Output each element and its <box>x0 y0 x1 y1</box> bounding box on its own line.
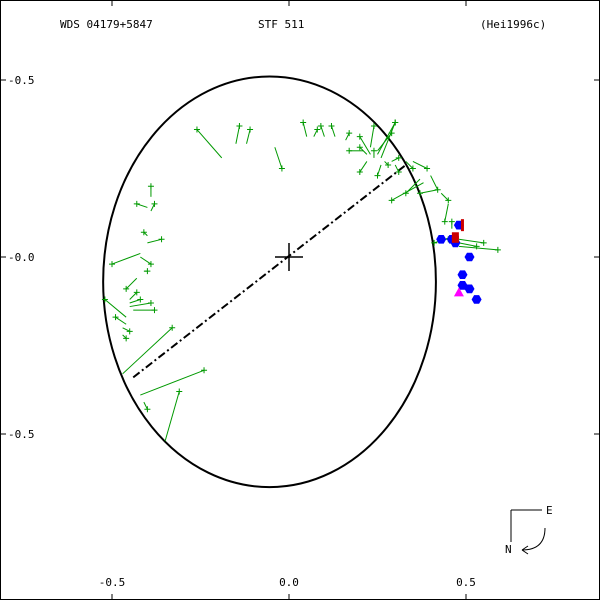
y-tick-label: -0.5 <box>8 428 35 441</box>
wds-id-label: WDS 04179+5847 <box>60 18 153 31</box>
occultation-point <box>461 219 464 231</box>
interferometric-point <box>452 236 459 243</box>
y-tick-label: -0.5 <box>8 74 35 87</box>
discoverer-label: STF 511 <box>258 18 304 31</box>
compass-north-label: N <box>505 543 512 556</box>
y-tick-label: -0.0 <box>8 251 35 264</box>
x-tick-label: 0.0 <box>279 576 299 589</box>
reference-label: (Hei1996c) <box>480 18 546 31</box>
x-tick-label: 0.5 <box>456 576 476 589</box>
compass-east-label: E <box>546 504 553 517</box>
x-tick-label: -0.5 <box>99 576 126 589</box>
